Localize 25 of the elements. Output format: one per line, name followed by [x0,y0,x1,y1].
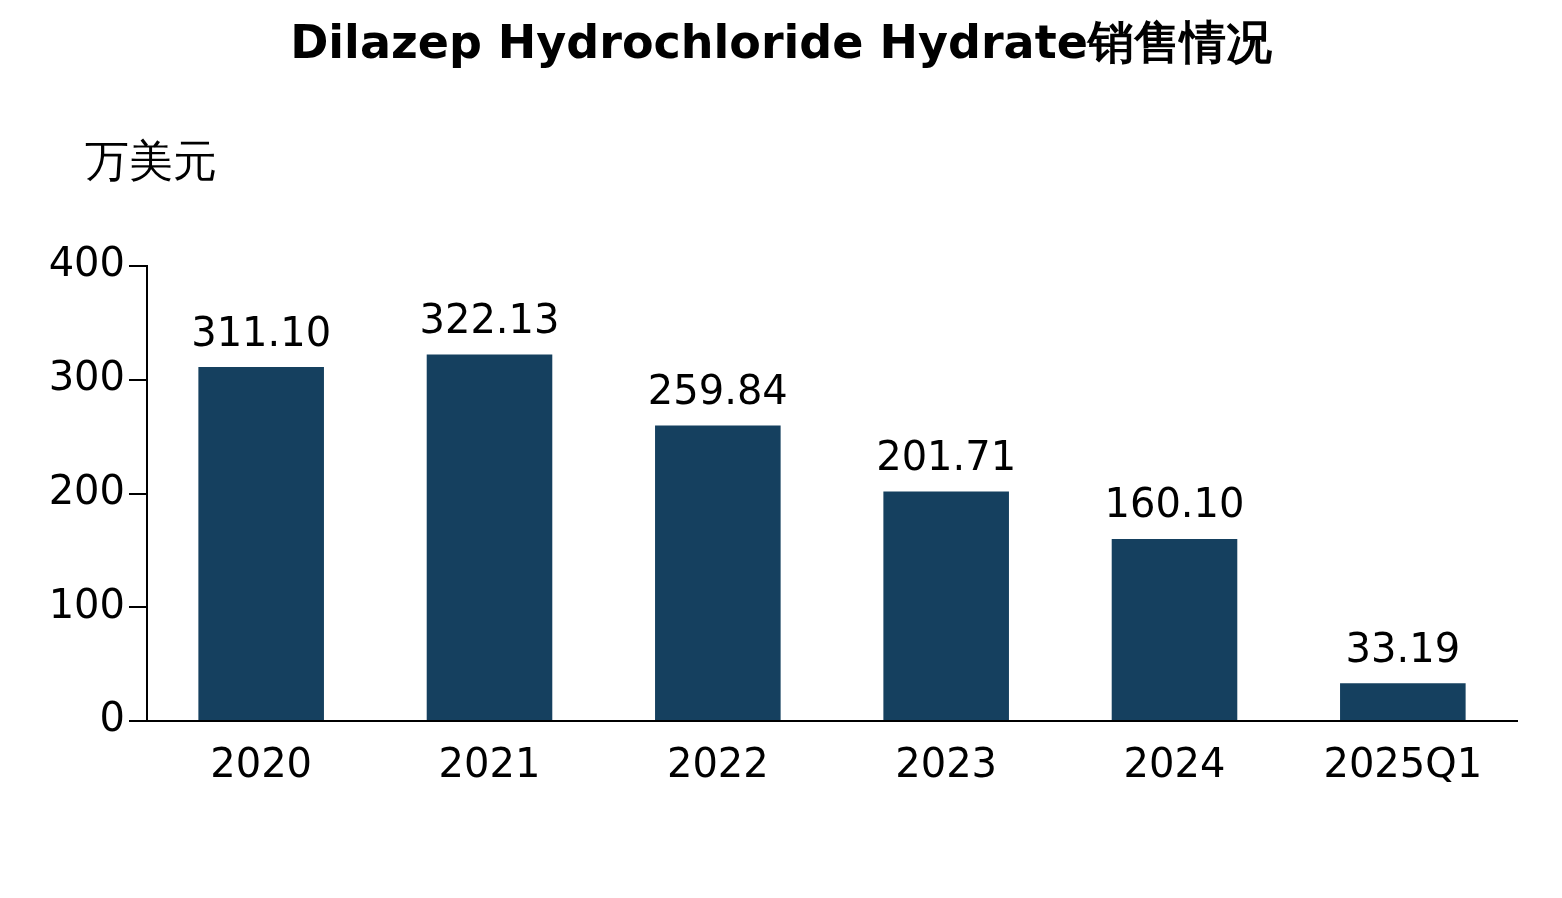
data-label: 33.19 [1345,624,1461,671]
chart-title: Dilazep Hydrochloride Hydrate销售情况 [289,14,1273,71]
bar [1111,538,1238,720]
bar [426,354,553,720]
x-tick-label: 2023 [895,740,998,787]
x-tick-label: 2022 [666,740,769,787]
y-tick-label: 400 [48,239,125,286]
data-label: 201.71 [876,432,1017,479]
bar [198,367,324,720]
y-tick-label: 200 [48,466,125,513]
data-label: 322.13 [419,295,560,342]
data-label: 259.84 [647,366,788,413]
x-tick-label: 2020 [210,740,313,787]
x-tick-label: 2024 [1123,740,1226,787]
bar [883,491,1009,720]
data-label: 311.10 [191,308,332,355]
x-tick-label: 2021 [438,740,541,787]
y-tick-label: 0 [99,694,125,741]
y-tick-label: 100 [48,580,125,627]
y-tick-label: 300 [48,353,125,400]
x-tick-label: 2025Q1 [1323,740,1483,787]
bar [1340,683,1466,720]
y-axis-title: 万美元 [85,134,217,188]
data-label: 160.10 [1104,480,1245,527]
bar [655,425,781,720]
